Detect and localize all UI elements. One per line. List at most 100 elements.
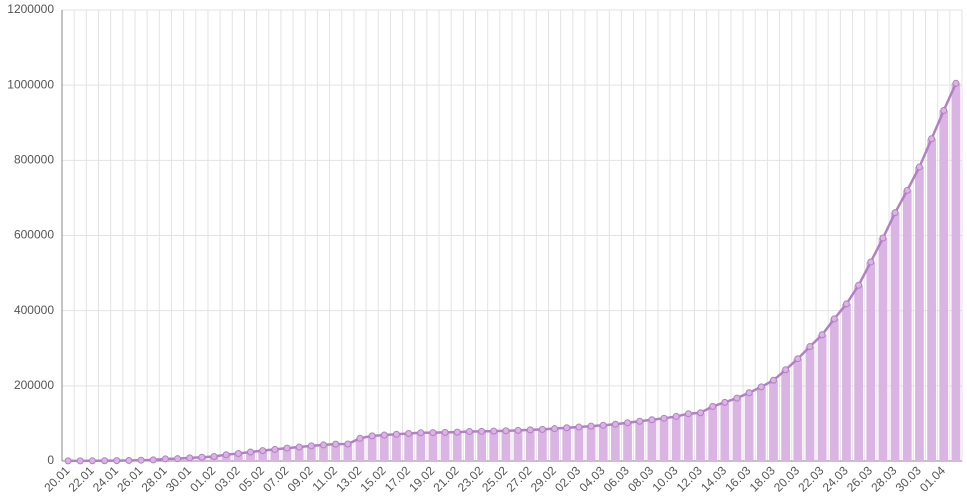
line-point bbox=[429, 429, 437, 437]
line-point bbox=[757, 383, 765, 391]
x-tick-label: 24.03 bbox=[820, 463, 851, 494]
bar bbox=[294, 447, 304, 461]
line-point bbox=[502, 427, 510, 435]
line-point bbox=[636, 417, 644, 425]
x-tick-label: 19.02 bbox=[406, 463, 437, 494]
x-tick-label: 28.03 bbox=[868, 463, 899, 494]
x-tick-label: 08.03 bbox=[625, 463, 656, 494]
bar bbox=[355, 438, 365, 461]
line-point bbox=[113, 457, 121, 465]
bar bbox=[404, 433, 413, 461]
line-point bbox=[210, 452, 218, 460]
x-tick-label: 13.02 bbox=[333, 463, 364, 494]
x-tick-label: 25.02 bbox=[479, 463, 510, 494]
bar bbox=[842, 303, 851, 461]
line-point bbox=[125, 456, 133, 464]
line-point bbox=[842, 300, 850, 308]
line-point bbox=[830, 315, 838, 323]
bar bbox=[477, 431, 486, 461]
x-tick-label: 20.03 bbox=[771, 463, 802, 494]
bar bbox=[233, 453, 243, 461]
y-tick-label: 0 bbox=[47, 453, 54, 467]
bar bbox=[623, 422, 632, 461]
bar bbox=[282, 448, 292, 461]
line-point bbox=[684, 410, 692, 418]
bar bbox=[696, 412, 705, 461]
bar bbox=[379, 435, 389, 461]
line-point bbox=[940, 106, 948, 114]
y-tick-label: 1000000 bbox=[7, 77, 54, 91]
line-point bbox=[295, 443, 303, 451]
bar bbox=[331, 444, 341, 461]
bar bbox=[586, 426, 596, 461]
bar bbox=[635, 421, 645, 461]
line-point bbox=[818, 331, 826, 339]
line-point bbox=[624, 419, 632, 427]
x-tick-label: 03.02 bbox=[212, 463, 243, 494]
bar bbox=[489, 431, 499, 461]
bar bbox=[866, 261, 876, 461]
x-tick-label: 22.03 bbox=[795, 463, 826, 494]
bar bbox=[720, 402, 730, 461]
line-point bbox=[137, 456, 145, 464]
x-tick-label: 09.02 bbox=[285, 463, 316, 494]
bar bbox=[732, 398, 742, 461]
line-point bbox=[915, 163, 923, 171]
line-point bbox=[392, 430, 400, 438]
line-point bbox=[575, 423, 583, 431]
line-point bbox=[101, 457, 109, 465]
line-point bbox=[64, 457, 72, 465]
bar bbox=[769, 380, 778, 461]
line-point bbox=[721, 398, 729, 406]
x-tick-label: 18.03 bbox=[747, 463, 778, 494]
line-point bbox=[551, 425, 559, 433]
line-point bbox=[161, 455, 169, 463]
line-point bbox=[782, 366, 790, 374]
bar bbox=[793, 358, 803, 461]
line-point bbox=[490, 427, 498, 435]
line-point bbox=[855, 281, 863, 289]
bar bbox=[951, 83, 961, 461]
bar bbox=[805, 346, 815, 461]
bar bbox=[890, 212, 900, 461]
bar bbox=[598, 425, 608, 461]
bar bbox=[647, 419, 657, 461]
line-point bbox=[733, 394, 741, 402]
line-point bbox=[319, 441, 327, 449]
x-tick-label: 17.02 bbox=[382, 463, 413, 494]
line-point bbox=[648, 416, 656, 424]
x-tick-label: 28.01 bbox=[139, 463, 170, 494]
line-point bbox=[952, 79, 960, 87]
bar bbox=[878, 238, 888, 461]
bar bbox=[367, 435, 377, 461]
bar bbox=[416, 432, 426, 461]
bar bbox=[306, 445, 316, 461]
line-point bbox=[453, 428, 461, 436]
x-tick-label: 15.02 bbox=[358, 463, 389, 494]
line-point bbox=[478, 427, 486, 435]
line-point bbox=[599, 421, 607, 429]
line-point bbox=[891, 209, 899, 217]
bar bbox=[465, 431, 474, 461]
bar bbox=[246, 452, 255, 461]
bar bbox=[452, 432, 462, 461]
line-point bbox=[368, 432, 376, 440]
line-point bbox=[247, 448, 255, 456]
line-point bbox=[332, 440, 340, 448]
x-tick-label: 26.01 bbox=[114, 463, 145, 494]
line-point bbox=[283, 444, 291, 452]
line-point bbox=[526, 426, 534, 434]
line-point bbox=[465, 427, 473, 435]
x-tick-label: 07.02 bbox=[260, 463, 291, 494]
line-point bbox=[794, 355, 802, 363]
line-point bbox=[514, 426, 522, 434]
line-point bbox=[76, 457, 84, 465]
line-point bbox=[174, 455, 182, 463]
bar bbox=[708, 406, 718, 461]
bar bbox=[501, 430, 511, 461]
bar bbox=[781, 369, 791, 461]
line-point bbox=[234, 450, 242, 458]
bar bbox=[902, 190, 912, 462]
x-tick-label: 04.03 bbox=[576, 463, 607, 494]
